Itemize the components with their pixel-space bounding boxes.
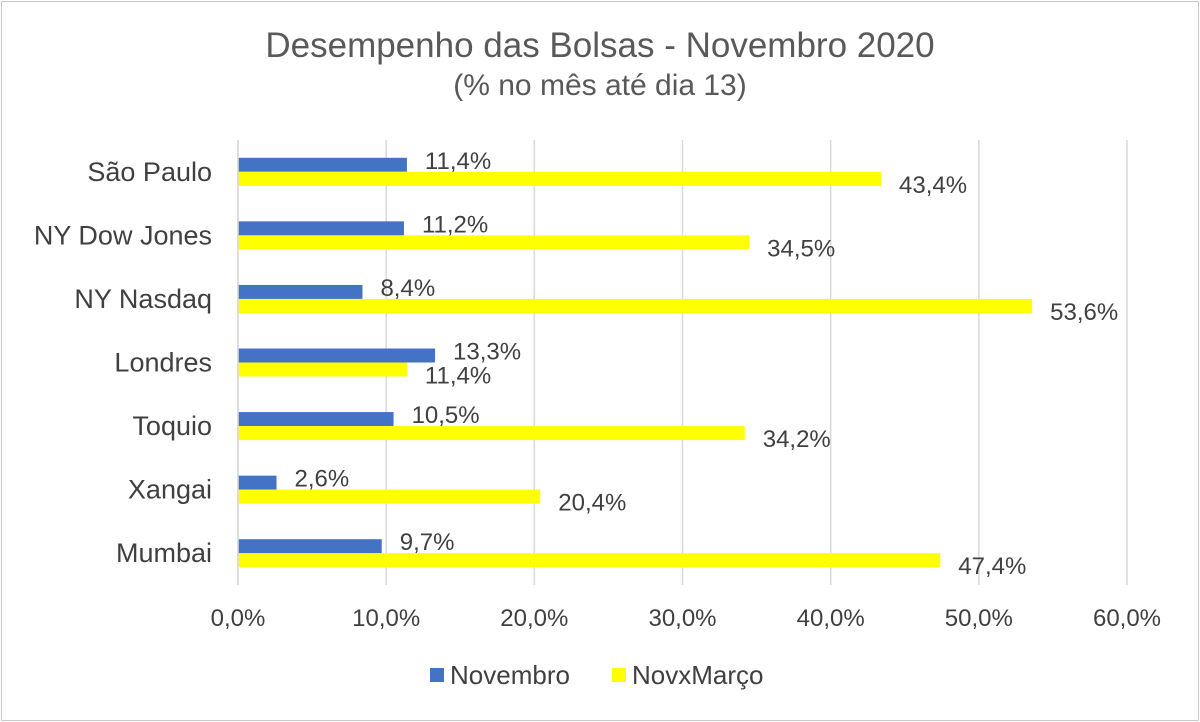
- x-tick-label: 0,0%: [211, 605, 266, 632]
- category-label: NY Dow Jones: [34, 220, 212, 250]
- data-label: 11,2%: [422, 211, 488, 238]
- category-label: Toquio: [132, 411, 212, 441]
- bar-novembro: [238, 221, 404, 236]
- data-label: 8,4%: [380, 275, 435, 302]
- x-tick-label: 30,0%: [648, 605, 716, 632]
- bar-novembro: [238, 157, 407, 172]
- data-label: 9,7%: [400, 529, 455, 556]
- bar-novembro: [238, 539, 382, 554]
- category-label: São Paulo: [87, 157, 212, 187]
- category-label: Londres: [114, 348, 212, 378]
- legend-label: NovxMarço: [632, 660, 763, 690]
- x-tick-label: 10,0%: [352, 605, 420, 632]
- category-label: NY Nasdaq: [74, 284, 212, 314]
- x-tick-label: 50,0%: [945, 605, 1013, 632]
- bar-novxmarço: [238, 171, 882, 186]
- data-label: 2,6%: [295, 466, 350, 493]
- legend-label: Novembro: [450, 660, 570, 690]
- bar-novembro: [238, 475, 277, 490]
- chart-title: Desempenho das Bolsas - Novembro 2020: [265, 26, 935, 65]
- chart-subtitle: (% no mês até dia 13): [453, 69, 747, 102]
- data-label: 20,4%: [558, 490, 626, 517]
- bar-novxmarço: [238, 298, 1033, 313]
- data-label: 47,4%: [958, 553, 1026, 580]
- data-label: 53,6%: [1050, 299, 1118, 326]
- x-tick-label: 20,0%: [500, 605, 568, 632]
- x-tick-label: 60,0%: [1093, 605, 1161, 632]
- data-label: 43,4%: [899, 172, 967, 199]
- data-label: 11,4%: [425, 363, 491, 390]
- category-label: Xangai: [128, 475, 212, 505]
- data-label: 13,3%: [453, 339, 521, 366]
- bar-novxmarço: [238, 362, 407, 377]
- bar-novembro: [238, 412, 394, 427]
- x-tick-label: 40,0%: [797, 605, 865, 632]
- bar-novembro: [238, 348, 436, 363]
- bar-novembro: [238, 284, 363, 299]
- data-label: 10,5%: [412, 402, 480, 429]
- data-label: 11,4%: [425, 148, 491, 175]
- data-label: 34,2%: [763, 426, 831, 453]
- data-label: 34,5%: [767, 235, 835, 262]
- bar-novxmarço: [238, 489, 541, 504]
- legend-swatch-novxmarço: [612, 668, 626, 682]
- legend-swatch-novembro: [430, 668, 444, 682]
- bar-novxmarço: [238, 426, 745, 441]
- category-label: Mumbai: [116, 538, 212, 568]
- bar-novxmarço: [238, 235, 750, 250]
- bar-novxmarço: [238, 553, 941, 568]
